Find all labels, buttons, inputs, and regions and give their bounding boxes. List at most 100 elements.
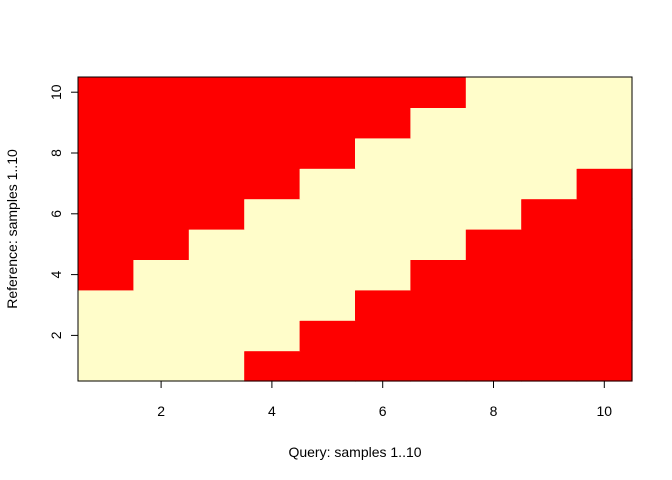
heatmap-cell	[410, 107, 467, 139]
heatmap-cell	[521, 350, 578, 382]
heatmap-cell	[299, 320, 356, 352]
heatmap-cell	[188, 137, 245, 169]
heatmap-cell	[465, 289, 522, 321]
heatmap-cell	[521, 107, 578, 139]
heatmap-cell	[576, 198, 633, 230]
heatmap-cell	[576, 289, 633, 321]
heatmap-cell	[576, 107, 633, 139]
x-axis: 2 4 6 8 10	[157, 380, 613, 419]
heatmap-cells	[78, 77, 633, 382]
heatmap-cell	[244, 198, 301, 230]
heatmap-cell	[299, 350, 356, 382]
heatmap-cell	[133, 229, 190, 260]
heatmap-cell	[188, 289, 245, 321]
heatmap-cell	[521, 168, 578, 200]
heatmap-cell	[355, 320, 411, 352]
heatmap-cell	[188, 198, 245, 230]
heatmap-cell	[521, 289, 578, 321]
y-tick-label: 10	[48, 84, 64, 100]
heatmap-cell	[78, 350, 134, 382]
heatmap-cell	[576, 350, 633, 382]
heatmap-cell	[133, 168, 190, 200]
heatmap-cell	[521, 198, 578, 230]
heatmap-cell	[410, 168, 467, 200]
heatmap-cell	[133, 198, 190, 230]
heatmap-cell	[410, 198, 467, 230]
heatmap-cell	[521, 229, 578, 260]
heatmap-cell	[410, 229, 467, 260]
heatmap-cell	[410, 320, 467, 352]
heatmap-cell	[465, 107, 522, 139]
heatmap-cell	[299, 259, 356, 291]
heatmap-cell	[78, 77, 134, 108]
y-tick-label: 2	[48, 331, 64, 339]
heatmap-cell	[355, 229, 411, 260]
heatmap-cell	[244, 77, 301, 108]
heatmap-cell	[576, 137, 633, 169]
y-tick-label: 4	[48, 270, 64, 278]
heatmap-cell	[299, 137, 356, 169]
heatmap-cell	[410, 137, 467, 169]
heatmap-cell	[188, 168, 245, 200]
heatmap-cell	[299, 198, 356, 230]
heatmap-cell	[299, 107, 356, 139]
heatmap-cell	[576, 320, 633, 352]
y-axis: 2 4 6 8 10	[48, 84, 79, 339]
heatmap-cell	[465, 168, 522, 200]
heatmap-cell	[410, 350, 467, 382]
heatmap-cell	[78, 137, 134, 169]
heatmap-cell	[465, 320, 522, 352]
heatmap-cell	[244, 289, 301, 321]
heatmap-cell	[244, 259, 301, 291]
heatmap-cell	[521, 259, 578, 291]
heatmap-cell	[188, 77, 245, 108]
heatmap-cell	[188, 259, 245, 291]
heatmap-cell	[133, 259, 190, 291]
heatmap-cell	[78, 229, 134, 260]
y-axis-title: Reference: samples 1..10	[4, 149, 20, 309]
x-axis-title: Query: samples 1..10	[288, 444, 421, 460]
heatmap-cell	[78, 198, 134, 230]
heatmap-cell	[355, 289, 411, 321]
heatmap-cell	[465, 350, 522, 382]
heatmap-cell	[244, 350, 301, 382]
heatmap-cell	[465, 137, 522, 169]
heatmap-cell	[299, 168, 356, 200]
heatmap-cell	[133, 350, 190, 382]
heatmap-cell	[188, 320, 245, 352]
heatmap-cell	[78, 289, 134, 321]
heatmap-cell	[576, 168, 633, 200]
heatmap-cell	[521, 77, 578, 108]
heatmap-cell	[188, 350, 245, 382]
heatmap-cell	[576, 77, 633, 108]
heatmap-cell	[355, 77, 411, 108]
heatmap-cell	[576, 229, 633, 260]
heatmap-cell	[355, 198, 411, 230]
heatmap-cell	[521, 137, 578, 169]
heatmap-cell	[78, 320, 134, 352]
heatmap-cell	[465, 229, 522, 260]
heatmap-cell	[133, 320, 190, 352]
heatmap-cell	[576, 259, 633, 291]
heatmap-cell	[78, 168, 134, 200]
heatmap-cell	[299, 289, 356, 321]
heatmap-cell	[410, 77, 467, 108]
heatmap-cell	[78, 259, 134, 291]
heatmap-cell	[244, 320, 301, 352]
x-tick-label: 10	[597, 403, 613, 419]
x-tick-label: 6	[379, 403, 387, 419]
heatmap-cell	[133, 107, 190, 139]
heatmap-cell	[299, 229, 356, 260]
y-tick-label: 8	[48, 149, 64, 157]
heatmap-cell	[465, 77, 522, 108]
heatmap-cell	[355, 350, 411, 382]
heatmap-cell	[133, 137, 190, 169]
heatmap-cell	[465, 198, 522, 230]
heatmap-cell	[244, 107, 301, 139]
heatmap-cell	[465, 259, 522, 291]
x-tick-label: 4	[268, 403, 276, 419]
heatmap-cell	[521, 320, 578, 352]
heatmap-cell	[355, 137, 411, 169]
x-tick-label: 8	[490, 403, 498, 419]
